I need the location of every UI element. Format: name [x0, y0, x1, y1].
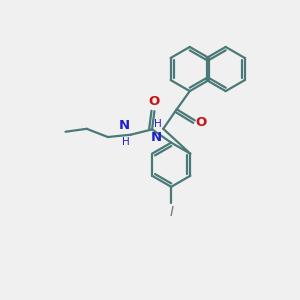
- Text: I: I: [169, 206, 173, 219]
- Text: H: H: [122, 137, 130, 147]
- Text: N: N: [118, 119, 130, 132]
- Text: H: H: [154, 118, 162, 128]
- Text: O: O: [195, 116, 207, 129]
- Text: N: N: [151, 131, 162, 144]
- Text: O: O: [148, 95, 160, 109]
